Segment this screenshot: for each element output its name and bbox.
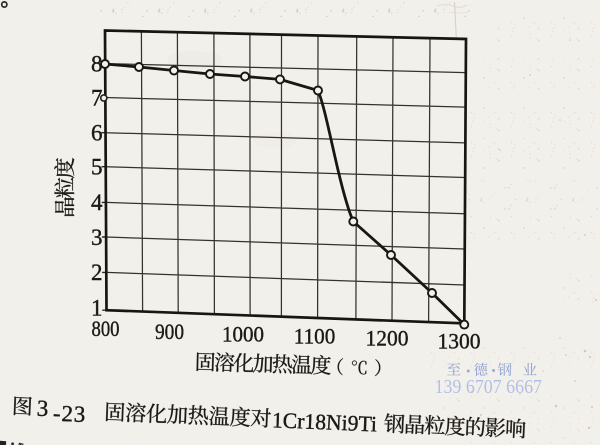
- svg-text:139 6707 6667: 139 6707 6667: [435, 376, 543, 398]
- svg-text:5: 5: [91, 155, 103, 180]
- svg-text:1100: 1100: [294, 323, 336, 348]
- svg-text:900: 900: [155, 319, 184, 344]
- svg-text:1: 1: [91, 296, 103, 321]
- svg-text:2: 2: [91, 260, 103, 285]
- svg-text:7: 7: [91, 85, 103, 110]
- svg-text:1000: 1000: [222, 321, 264, 346]
- svg-text:3: 3: [91, 225, 103, 250]
- svg-text:1200: 1200: [366, 326, 409, 351]
- svg-text:6: 6: [91, 121, 103, 146]
- svg-text:8: 8: [91, 51, 103, 76]
- svg-text:800: 800: [92, 316, 120, 341]
- svg-text:-23: -23: [53, 401, 87, 427]
- svg-text:1300: 1300: [438, 328, 481, 353]
- svg-text:4: 4: [91, 190, 103, 215]
- svg-text:3: 3: [36, 396, 49, 421]
- svg-text:1Cr18Ni9Ti: 1Cr18Ni9Ti: [272, 407, 378, 436]
